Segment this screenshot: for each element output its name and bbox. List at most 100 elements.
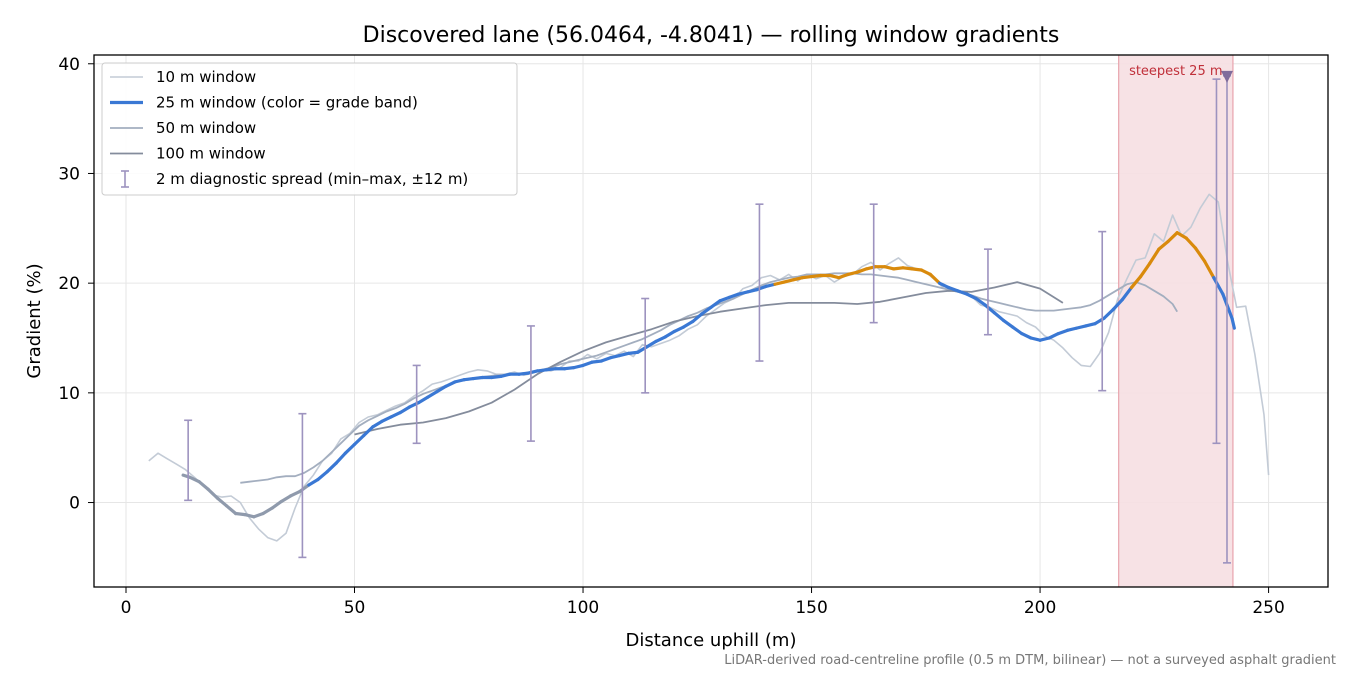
series-25m-window-segment bbox=[316, 470, 329, 482]
series-25m-window-segment bbox=[672, 325, 686, 334]
series-25m-window-segment bbox=[1202, 259, 1216, 280]
series-25m-window-segment bbox=[645, 339, 658, 349]
series-25m-window-segment bbox=[919, 268, 932, 276]
legend-label: 25 m window (color = grade band) bbox=[156, 94, 418, 112]
x-axis: 0 50 100 150 200 250 bbox=[121, 587, 1285, 618]
series-25m-window-segment bbox=[334, 451, 347, 465]
series-25m-window-segment bbox=[426, 390, 439, 399]
series-25m-window-segment bbox=[288, 489, 302, 498]
y-axis-label: Gradient (%) bbox=[24, 263, 45, 378]
x-tick-label: 150 bbox=[795, 598, 827, 618]
y-tick-label: 10 bbox=[58, 384, 80, 404]
series-25m-window-segment bbox=[197, 480, 210, 491]
series-25m-window-segment bbox=[937, 281, 951, 290]
legend-label: 100 m window bbox=[156, 145, 266, 163]
series-25m-window-segment bbox=[681, 319, 695, 329]
series-25m-window-segment bbox=[1129, 274, 1143, 290]
series-25m-window-segment bbox=[974, 296, 987, 307]
steepest-label: steepest 25 m bbox=[1129, 64, 1222, 79]
series-25m-window-segment bbox=[755, 284, 768, 292]
series-100m-window bbox=[354, 281, 1064, 436]
x-tick-label: 250 bbox=[1252, 598, 1284, 618]
x-axis-label: Distance uphill (m) bbox=[626, 630, 797, 651]
series-25m-window-segment bbox=[700, 305, 713, 316]
series-25m-window-segment bbox=[599, 356, 613, 363]
legend: 10 m window 25 m window (color = grade ba… bbox=[101, 62, 518, 196]
series-25m-window-segment bbox=[298, 483, 311, 494]
series-25m-window-segment bbox=[343, 442, 357, 455]
series-25m-window-segment bbox=[727, 292, 741, 300]
series-25m-window-segment bbox=[215, 496, 229, 508]
x-tick-label: 200 bbox=[1024, 598, 1056, 618]
series-25m-window-segment bbox=[270, 499, 283, 510]
legend-label: 10 m window bbox=[156, 68, 256, 86]
series-25m-window-segment bbox=[654, 335, 667, 343]
series-25m-window-segment bbox=[965, 292, 978, 301]
series-25m-window-segment bbox=[1139, 261, 1152, 279]
series-25m-window-segment bbox=[224, 504, 238, 516]
series-25m-window-segment bbox=[992, 311, 1006, 323]
series-25m-window-segment bbox=[1157, 239, 1170, 251]
series-25m-window-segment bbox=[983, 303, 996, 315]
series-25m-window-segment bbox=[947, 285, 960, 293]
series-25m-window-segment bbox=[1184, 236, 1198, 250]
plot-frame bbox=[93, 54, 1329, 588]
y-tick-label: 30 bbox=[58, 164, 80, 184]
series-25m-window-segment bbox=[928, 272, 942, 285]
series-10m-window bbox=[148, 193, 1270, 542]
series-25m-window-segment bbox=[709, 299, 722, 309]
errorbar-layer bbox=[184, 70, 1233, 564]
legend-label: 50 m window bbox=[156, 119, 256, 137]
steepest-marker bbox=[1220, 70, 1233, 83]
series-25m-window-segment bbox=[1056, 328, 1070, 336]
series-25m-window-segment bbox=[435, 384, 448, 394]
chart-title: Discovered lane (56.0464, -4.8041) — rol… bbox=[363, 23, 1060, 48]
series-layer bbox=[148, 193, 1270, 542]
series-25m-window-segment bbox=[1111, 298, 1124, 312]
series-25m-window-segment bbox=[663, 329, 677, 339]
series-25m-window-segment bbox=[1102, 307, 1115, 320]
series-25m-window-segment bbox=[307, 477, 320, 487]
steepest-band bbox=[1118, 55, 1233, 587]
y-tick-label: 40 bbox=[58, 55, 80, 75]
legend-box bbox=[101, 62, 518, 196]
series-25m-window-segment bbox=[416, 395, 430, 405]
legend-label: 2 m diagnostic spread (min–max, ±12 m) bbox=[156, 170, 468, 188]
series-25m-window-segment bbox=[444, 380, 457, 388]
footnote: LiDAR-derived road-centreline profile (0… bbox=[724, 653, 1336, 668]
series-25m-window-segment bbox=[1047, 332, 1060, 340]
series-25m-window-segment bbox=[325, 461, 338, 474]
series-25m-window-segment bbox=[371, 419, 384, 429]
series-25m-window-segment bbox=[1011, 325, 1024, 336]
series-25m-window-segment bbox=[1166, 231, 1179, 244]
series-25m-window-segment bbox=[279, 494, 293, 504]
series-25m-window-segment bbox=[837, 272, 850, 280]
series-25m-window-segment bbox=[389, 410, 402, 419]
series-25m-window-segment bbox=[1193, 246, 1207, 263]
series-25m-window-segment bbox=[188, 475, 201, 484]
series-25m-window-segment bbox=[398, 405, 411, 415]
series-25m-window-segment bbox=[1120, 285, 1134, 302]
series-25m-window-segment bbox=[581, 360, 594, 368]
series-25m-window-segment bbox=[206, 487, 219, 500]
series-25m-window-segment bbox=[362, 425, 375, 438]
series-25m-window-segment bbox=[1212, 276, 1225, 296]
series-25m-window-segment bbox=[855, 267, 868, 274]
x-tick-label: 0 bbox=[121, 598, 132, 618]
series-50m-window bbox=[240, 272, 1178, 484]
y-axis: 0 10 20 30 40 bbox=[58, 55, 94, 514]
y-tick-label: 20 bbox=[58, 274, 80, 294]
series-25m-window-segment bbox=[261, 506, 274, 516]
series-25m-window-segment bbox=[956, 289, 969, 296]
series-25m-window-segment bbox=[1001, 318, 1015, 329]
x-tick-label: 50 bbox=[344, 598, 366, 618]
x-tick-label: 100 bbox=[567, 598, 599, 618]
series-25m-window-segment bbox=[691, 312, 704, 324]
series-25m-window-segment bbox=[1020, 332, 1033, 340]
series-25m-window-segment bbox=[352, 434, 366, 447]
series-25m-window-segment bbox=[1230, 316, 1236, 330]
series-25m-window-segment bbox=[252, 511, 265, 519]
series-25m-window-segment bbox=[1175, 231, 1188, 240]
y-tick-label: 0 bbox=[69, 494, 80, 514]
